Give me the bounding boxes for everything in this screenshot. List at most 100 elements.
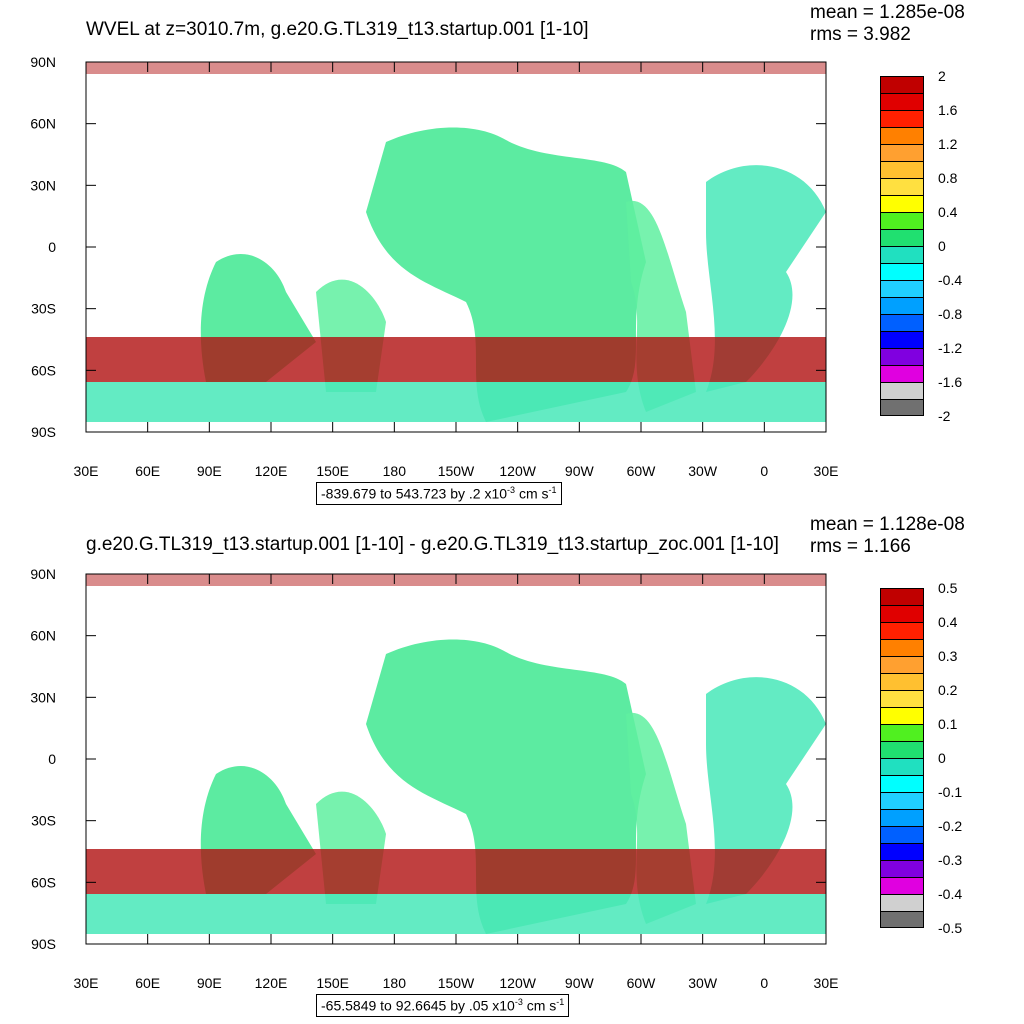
- colorbar-swatch: [880, 877, 924, 894]
- colorbar-label: -1.2: [938, 340, 963, 356]
- range-text: -839.679 to 543.723 by .2 x10: [321, 485, 508, 502]
- colorbar-label: 2: [938, 68, 946, 84]
- lat-tick-label: 60N: [30, 116, 56, 132]
- ocean-field: [86, 574, 826, 934]
- colorbar-swatch: [880, 382, 924, 399]
- colorbar-swatch: [880, 348, 924, 365]
- lon-tick-label: 30W: [688, 975, 718, 991]
- plot-title: WVEL at z=3010.7m, g.e20.G.TL319_t13.sta…: [86, 19, 589, 40]
- lon-tick-label: 30E: [74, 975, 99, 991]
- colorbar-swatch: [880, 911, 924, 928]
- lat-tick-label: 30S: [31, 813, 56, 829]
- colorbar-swatch: [880, 110, 924, 127]
- plot-panel-bottom: g.e20.G.TL319_t13.startup.001 [1-10] - g…: [0, 512, 1024, 1024]
- colorbar-label: 1.6: [938, 102, 958, 118]
- plot-title: g.e20.G.TL319_t13.startup.001 [1-10] - g…: [86, 534, 779, 555]
- mean-stat: mean = 1.128e-08: [810, 514, 965, 535]
- colorbar-label: 0.3: [938, 648, 958, 664]
- colorbar-swatch: [880, 195, 924, 212]
- colorbar-label: -0.8: [938, 306, 963, 322]
- map-frame: 90N 60N 30N 0 30S 60S 90S 30E 60E 90E 120E 150E 180 1…: [30, 566, 838, 991]
- lat-tick-label: 0: [48, 751, 56, 767]
- ocean-map: 90N 60N 30N 0 30S 60S 90S 30E 60E 90E 120E 150E 180 1…: [30, 54, 838, 479]
- colorbar-swatch: [880, 758, 924, 775]
- colorbar-label: 1.2: [938, 136, 958, 152]
- colorbar-label: 0.4: [938, 204, 958, 220]
- lat-tick-label: 60S: [31, 362, 56, 378]
- colorbar-swatch: [880, 622, 924, 639]
- colorbar-swatch: [880, 639, 924, 656]
- colorbar-swatch: [880, 331, 924, 348]
- colorbar-swatch: [880, 775, 924, 792]
- ocean-region: [706, 165, 826, 392]
- colorbar-swatch: [880, 707, 924, 724]
- lon-tick-label: 30E: [814, 975, 839, 991]
- colorbar-swatch: [880, 365, 924, 382]
- colorbar-swatch: [880, 826, 924, 843]
- ocean-region: [86, 894, 826, 934]
- mean-stat: mean = 1.285e-08: [810, 2, 965, 23]
- lat-tick-label: 90S: [31, 424, 56, 440]
- colorbar-frame: [880, 588, 924, 928]
- colorbar-label: -0.2: [938, 818, 963, 834]
- lon-tick-label: 180: [383, 463, 407, 479]
- colorbar-swatch: [880, 280, 924, 297]
- lon-tick-label: 60W: [627, 463, 657, 479]
- colorbar-swatch: [880, 741, 924, 758]
- lon-tick-label: 90W: [565, 975, 595, 991]
- colorbar-label: 0.2: [938, 682, 958, 698]
- lon-tick-label: 90E: [197, 975, 222, 991]
- colorbar-label: 0.8: [938, 170, 958, 186]
- colorbar-label: -0.4: [938, 886, 963, 902]
- lon-tick-label: 0: [760, 975, 768, 991]
- lon-tick-label: 180: [383, 975, 407, 991]
- range-units: cm s: [515, 485, 549, 502]
- map-frame: 90N 60N 30N 0 30S 60S 90S 30E 60E 90E 120E 150E 180 1…: [30, 54, 838, 479]
- lon-tick-label: 30E: [74, 463, 99, 479]
- plot-panel-top: WVEL at z=3010.7m, g.e20.G.TL319_t13.sta…: [30, 2, 965, 505]
- lat-tick-label: 0: [48, 239, 56, 255]
- lon-tick-label: 0: [760, 463, 768, 479]
- colorbar-swatch: [880, 724, 924, 741]
- colorbar-label: -2: [938, 408, 951, 424]
- ocean-field: [86, 62, 826, 422]
- lat-tick-label: 90S: [31, 936, 56, 952]
- colorbar-swatch: [880, 263, 924, 280]
- colorbar-swatch: [880, 229, 924, 246]
- colorbar-swatch: [880, 161, 924, 178]
- lon-tick-label: 120E: [255, 463, 288, 479]
- colorbar-swatch: [880, 673, 924, 690]
- colorbar-swatch: [880, 212, 924, 229]
- ocean-map: 90N 60N 30N 0 30S 60S 90S 30E 60E 90E 120E 150E 180 1…: [30, 566, 838, 991]
- lon-tick-label: 150W: [438, 463, 475, 479]
- colorbar-swatch: [880, 690, 924, 707]
- lon-tick-label: 120W: [499, 975, 536, 991]
- colorbar-label: -0.3: [938, 852, 963, 868]
- colorbar-label: -0.5: [938, 920, 963, 936]
- colorbar-label: 0.4: [938, 614, 958, 630]
- ocean-region: [706, 677, 826, 904]
- colorbar-swatch: [880, 860, 924, 877]
- lon-tick-label: 60W: [627, 975, 657, 991]
- colorbar-swatch: [880, 93, 924, 110]
- lon-tick-label: 60E: [135, 463, 160, 479]
- range-units: cm s: [522, 997, 557, 1014]
- lat-tick-label: 30N: [30, 689, 56, 705]
- lat-tick-label: 90N: [30, 566, 56, 582]
- lon-tick-label: 90E: [197, 463, 222, 479]
- southern-ocean-band: [86, 337, 826, 382]
- colorbar-swatch: [880, 246, 924, 263]
- colorbar-swatch: [880, 178, 924, 195]
- southern-ocean-band: [86, 849, 826, 894]
- colorbar-swatch: [880, 297, 924, 314]
- colorbar-swatch: [880, 809, 924, 826]
- lon-tick-label: 120W: [499, 463, 536, 479]
- colorbar-label: 0.1: [938, 716, 958, 732]
- colorbar-label: 0: [938, 238, 946, 254]
- colorbar-swatch: [880, 656, 924, 673]
- lon-tick-label: 120E: [255, 975, 288, 991]
- colorbar-swatch: [880, 144, 924, 161]
- range-text: -65.5849 to 92.6645 by .05 x10: [321, 997, 515, 1014]
- lon-tick-label: 30W: [688, 463, 718, 479]
- lat-tick-label: 60N: [30, 628, 56, 644]
